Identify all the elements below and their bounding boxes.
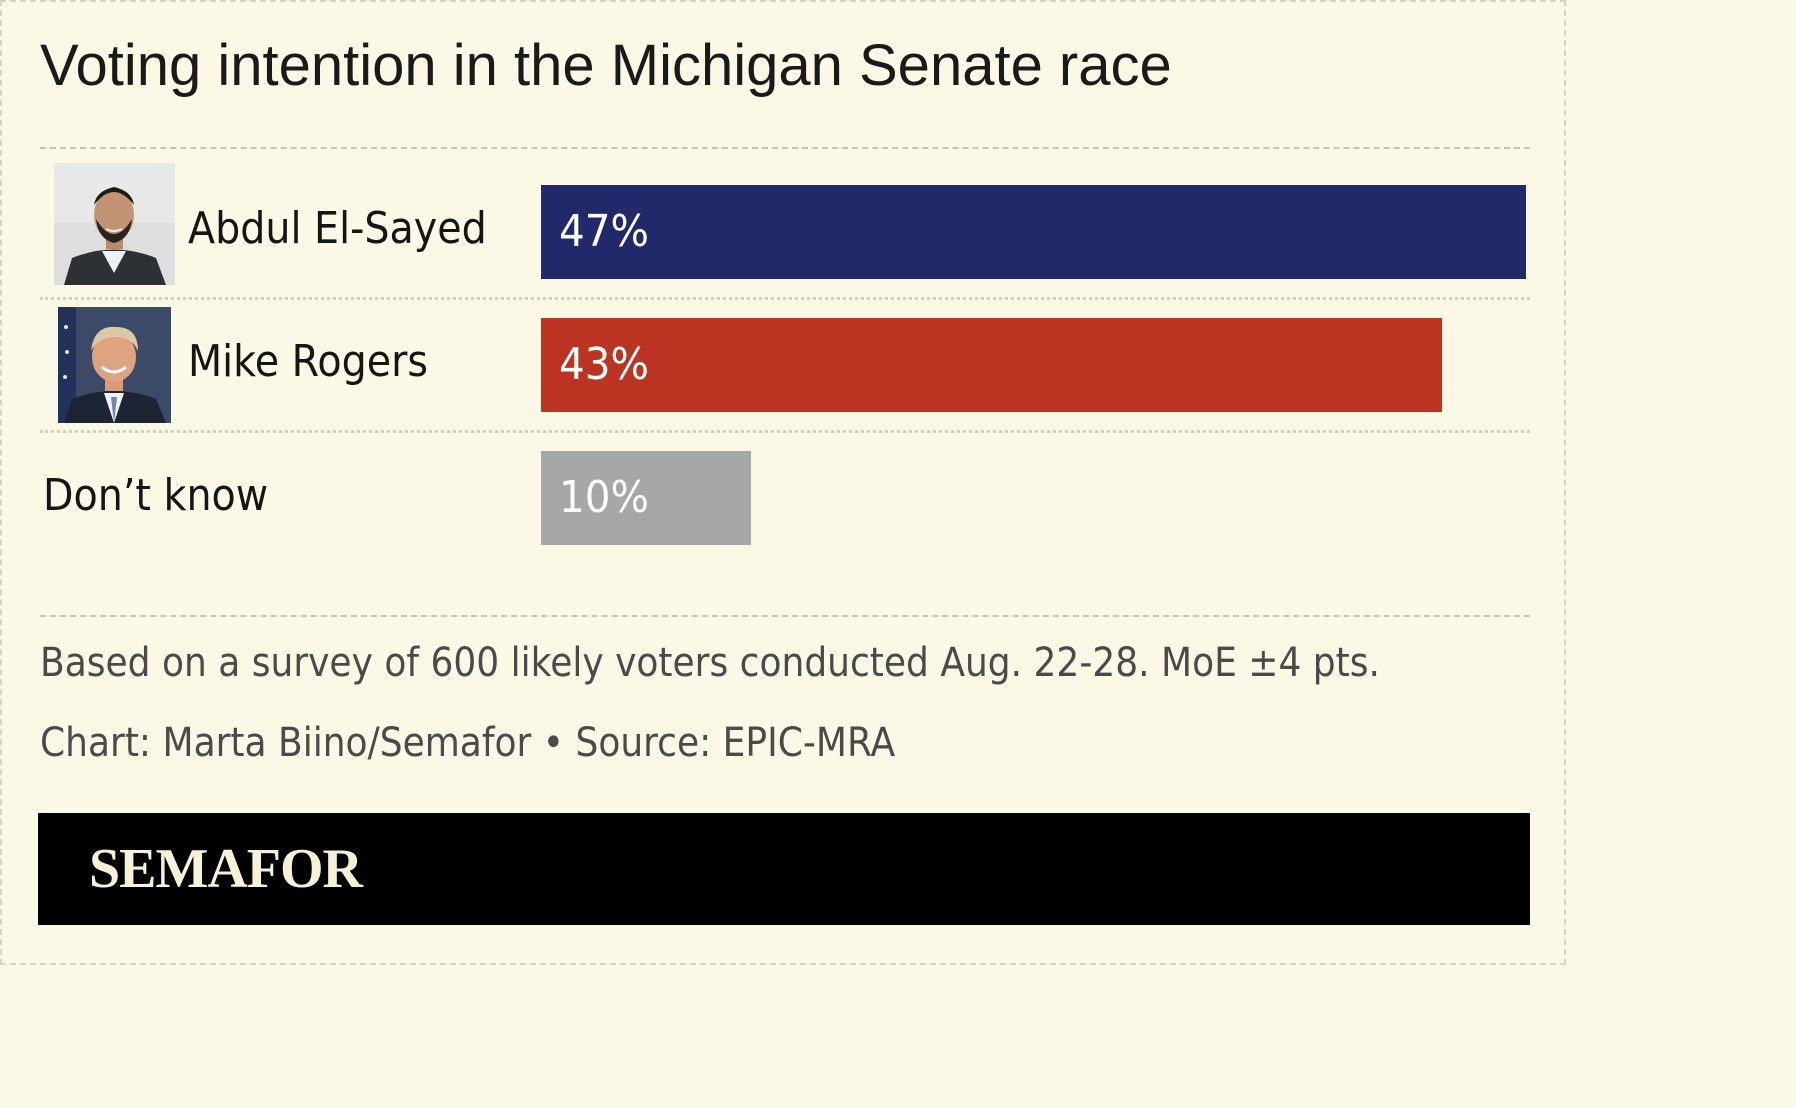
chart-frame [0, 0, 1566, 965]
bottom-divider [40, 615, 1530, 617]
category-label-dont-know: Don’t know [43, 470, 269, 521]
semafor-logo: SEMAFOR [89, 838, 363, 900]
top-divider [40, 147, 1530, 149]
headshot-mike-rogers [58, 307, 171, 423]
footer-bar: SEMAFOR [38, 813, 1530, 925]
bar-value-label: 10% [559, 472, 649, 523]
bar-abdul-el-sayed: 47% [541, 185, 1526, 279]
headshot-abdul-el-sayed [54, 163, 175, 285]
row-divider [40, 430, 1530, 433]
bar-value-label: 43% [559, 339, 649, 390]
chart-title: Voting intention in the Michigan Senate … [40, 33, 1172, 98]
chart-credit: Chart: Marta Biino/Semafor • Source: EPI… [40, 720, 896, 766]
survey-note: Based on a survey of 600 likely voters c… [40, 640, 1380, 686]
category-label-mike-rogers: Mike Rogers [188, 336, 429, 387]
bar-don-t-know: 10% [541, 451, 751, 545]
bar-value-label: 47% [559, 206, 649, 257]
row-divider [40, 297, 1530, 300]
bar-mike-rogers: 43% [541, 318, 1442, 412]
category-label-abdul-el-sayed: Abdul El-Sayed [188, 203, 487, 254]
